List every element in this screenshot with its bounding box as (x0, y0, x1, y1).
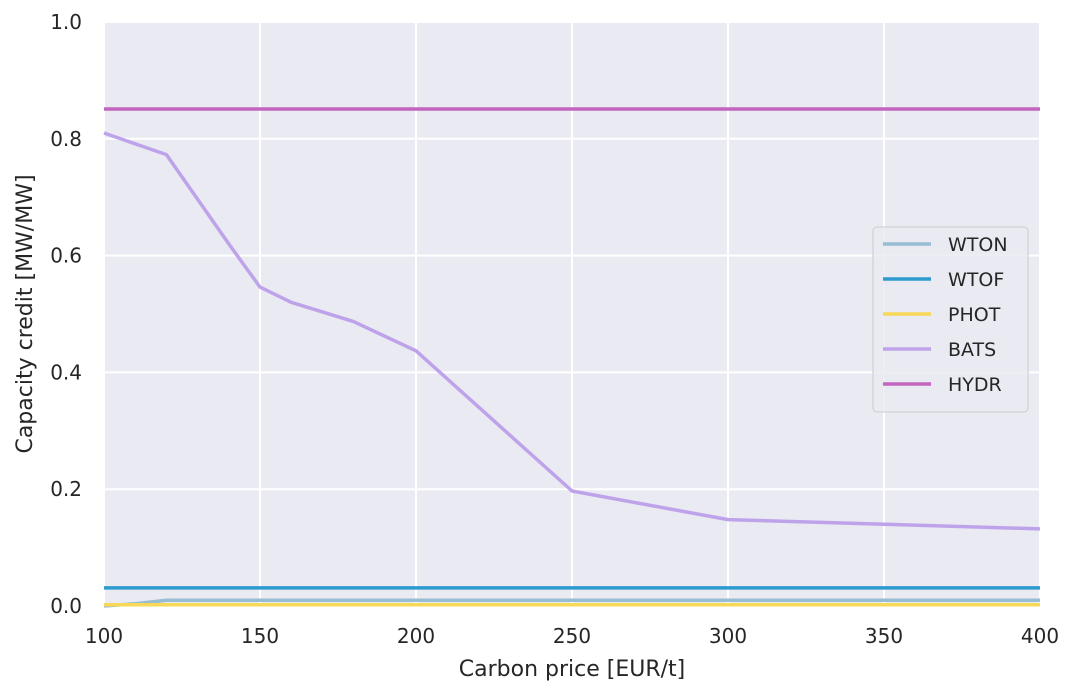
y-axis-ticks: 0.0 0.2 0.4 0.6 0.8 1.0 (50, 10, 82, 618)
x-axis-label: Carbon price [EUR/t] (459, 657, 686, 682)
legend-label: WTON (948, 234, 1008, 256)
y-tick-label: 0.6 (50, 244, 82, 268)
series-line-bats (103, 131, 1041, 531)
legend-label: HYDR (948, 374, 1002, 396)
x-tick-label: 100 (85, 624, 123, 648)
legend-label: WTOF (948, 269, 1004, 291)
x-tick-label: 400 (1021, 624, 1059, 648)
y-tick-label: 0.8 (50, 127, 82, 151)
x-tick-label: 200 (397, 624, 435, 648)
x-axis-ticks: 100 150 200 250 300 350 400 (85, 624, 1059, 648)
series-line-wton (103, 598, 1040, 608)
series-lines (103, 107, 1041, 608)
y-tick-label: 0.0 (50, 594, 82, 618)
legend-box (872, 226, 1029, 413)
y-tick-label: 1.0 (50, 10, 82, 34)
x-tick-label: 250 (553, 624, 591, 648)
legend-label: PHOT (948, 304, 1001, 326)
y-axis-label: Capacity credit [MW/MW] (13, 174, 38, 453)
y-tick-label: 0.2 (50, 477, 82, 501)
x-tick-label: 350 (865, 624, 903, 648)
y-tick-label: 0.4 (50, 360, 82, 384)
x-tick-label: 300 (709, 624, 747, 648)
legend-label: BATS (948, 339, 996, 361)
x-tick-label: 150 (241, 624, 279, 648)
legend: WTON WTOF PHOT BATS HYDR (872, 226, 1029, 413)
